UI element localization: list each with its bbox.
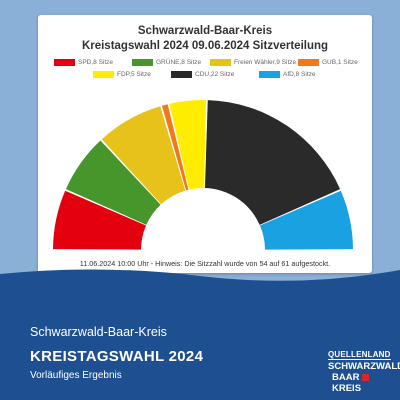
logo-line1: QUELLENLAND (328, 350, 391, 360)
seat-segment-spd (53, 190, 147, 250)
legend-label: Freien Wähler,9 Sitze (234, 59, 297, 66)
chart-subtitle: Kreistagswahl 2024 09.06.2024 Sitzvertei… (81, 40, 329, 52)
seat-segment-afd (259, 190, 353, 250)
district-logo: QUELLENLAND SCHWARZWALD BAARKREIS (318, 350, 400, 396)
banner (0, 285, 400, 400)
chart-footnote: 11.06.2024 10:00 Uhr - Hinweis: Die Sitz… (79, 259, 331, 268)
seat-segment-cdu (204, 100, 341, 225)
chart-title: Schwarzwald-Baar-Kreis (137, 25, 273, 37)
banner-region: Schwarzwald-Baar-Kreis (30, 325, 167, 339)
banner-subline: Vorläufiges Ergebnis (30, 370, 122, 381)
legend-swatch (259, 71, 280, 78)
legend-swatch (93, 71, 114, 78)
logo-line4: KREIS (332, 383, 362, 394)
logo-line3: BAAR (332, 372, 360, 383)
logo-line2: SCHWARZWALD (328, 361, 400, 372)
seat-segment-freien-w-hler (101, 106, 186, 205)
legend-swatch (132, 59, 153, 66)
seat-segment-gr-ne (65, 140, 161, 225)
legend-swatch (210, 59, 231, 66)
logo-line3-4: BAARKREIS (332, 372, 388, 394)
legend-label: SPD,8 Sitze (78, 59, 114, 66)
chart-card: Schwarzwald-Baar-Kreis Kreistagswahl 202… (38, 15, 372, 273)
legend-swatch (298, 59, 319, 66)
legend-swatch (54, 59, 75, 66)
legend-label: CDU,22 Sitze (195, 71, 235, 78)
legend-label: FDP,5 Sitze (117, 71, 151, 78)
legend-label: AfD,8 Sitze (283, 71, 316, 78)
banner-headline: KREISTAGSWAHL 2024 (30, 348, 204, 365)
legend-label: GUB,1 Sitze (322, 59, 358, 66)
seat-segment-fdp (169, 100, 206, 190)
parliament-chart (53, 100, 353, 250)
legend-swatch (171, 71, 192, 78)
logo-flag-icon (362, 374, 369, 381)
seat-segment-gub (161, 104, 189, 191)
legend-label: GRÜNE,8 Sitze (156, 59, 202, 66)
